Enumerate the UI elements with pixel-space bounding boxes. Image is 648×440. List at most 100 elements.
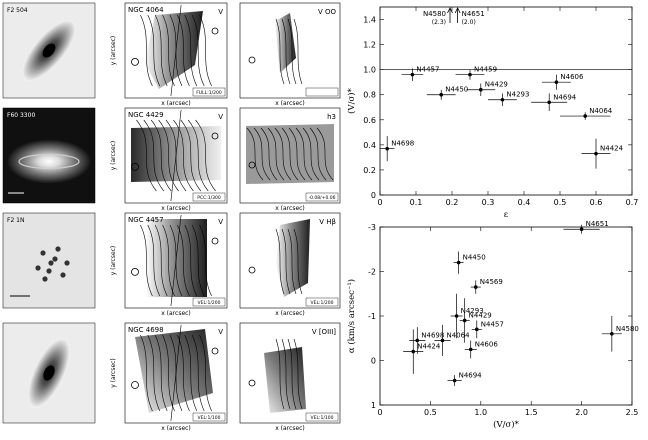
x-tick-label: 0.7 bbox=[626, 198, 639, 207]
data-point-n4293: N4293 bbox=[450, 293, 484, 339]
contour-line bbox=[281, 228, 291, 295]
axis-x-label: x (arcsec) bbox=[161, 100, 191, 107]
contour-line bbox=[293, 228, 303, 295]
contour-line bbox=[288, 127, 306, 181]
contour-line bbox=[191, 14, 205, 87]
galaxy-image bbox=[2, 322, 96, 424]
contour-line bbox=[316, 127, 334, 181]
image-note: F60 3300 bbox=[7, 112, 35, 119]
x-tick-label: 0.2 bbox=[446, 198, 459, 207]
scale-label: VEL:1/200 bbox=[198, 300, 221, 306]
scale-box bbox=[192, 297, 226, 307]
galaxy-dust-lane bbox=[18, 153, 80, 170]
galaxy-image: F2 504 bbox=[2, 2, 96, 99]
data-marker bbox=[468, 347, 473, 352]
contour-line bbox=[293, 18, 303, 85]
star-forming-knot bbox=[48, 260, 54, 266]
y-tick-label: -2 bbox=[368, 268, 376, 277]
contour-line bbox=[275, 338, 285, 410]
scale-box bbox=[305, 297, 339, 307]
y-tick-label: -3 bbox=[368, 223, 376, 232]
marker-circle bbox=[248, 266, 256, 274]
contour-line bbox=[177, 224, 190, 297]
data-marker bbox=[385, 146, 390, 151]
data-point-n4450: N4450 bbox=[453, 251, 486, 274]
limit-note: (2.3) bbox=[432, 19, 446, 26]
velocity-map-panel: NGC 4698 V VEL:1/100 y (arcsec) x (arcsec) bbox=[110, 322, 228, 432]
data-marker bbox=[579, 227, 584, 232]
contour-line bbox=[162, 334, 175, 412]
limit-label: N4651 bbox=[462, 10, 485, 18]
y-tick-label: 0.4 bbox=[363, 141, 376, 150]
marker-circle bbox=[248, 379, 256, 387]
contour-line bbox=[302, 127, 320, 181]
moment-label: V Hβ bbox=[319, 218, 336, 226]
x-tick-label: 0 bbox=[377, 408, 382, 417]
marker-circle bbox=[211, 132, 219, 140]
scale-label: -0.08/+0.06 bbox=[309, 195, 336, 201]
slit-line bbox=[170, 4, 182, 97]
velocity-map-panel: NGC 4064 V FULL:1/200 y (arcsec) x (arcsec) bbox=[110, 2, 228, 107]
data-marker bbox=[440, 338, 445, 343]
point-label: N4698 bbox=[391, 140, 414, 148]
limit-arrow-head bbox=[447, 7, 453, 14]
y-tick-label: 0.8 bbox=[363, 91, 376, 100]
data-point-n4698: N4698 bbox=[409, 327, 444, 354]
scale-label: VEL:1/100 bbox=[198, 415, 221, 421]
galaxy-name-label: NGC 4698 bbox=[128, 326, 164, 334]
y-tick-label: -1 bbox=[368, 312, 376, 321]
data-marker bbox=[468, 72, 472, 77]
data-point-n4450: N4450 bbox=[426, 86, 468, 100]
contour-line bbox=[281, 338, 291, 410]
axis-x-label: x (arcsec) bbox=[275, 100, 305, 107]
upper-limit-n4651: N4651(2.0) bbox=[454, 7, 485, 26]
contour-line bbox=[191, 224, 205, 297]
contour-line bbox=[199, 334, 212, 412]
contour-line bbox=[154, 14, 168, 87]
galaxy-image: F60 3300 bbox=[2, 107, 96, 204]
point-label: N4694 bbox=[459, 372, 483, 380]
contour-line bbox=[275, 228, 285, 295]
marker-circle bbox=[211, 347, 219, 355]
contour-line bbox=[287, 18, 297, 85]
contour-line bbox=[253, 127, 271, 181]
scale-box bbox=[192, 87, 226, 97]
data-marker bbox=[583, 114, 587, 118]
point-label: N4698 bbox=[421, 331, 444, 339]
secondary-map-panel: V OO x (arcsec) bbox=[239, 2, 341, 107]
scale-box bbox=[192, 192, 226, 202]
point-label: N4651 bbox=[586, 220, 609, 228]
plot-frame bbox=[379, 226, 633, 406]
contour-line bbox=[147, 224, 161, 297]
contour-line bbox=[246, 127, 264, 181]
contour-line bbox=[143, 119, 165, 192]
contour-line bbox=[309, 127, 327, 181]
contour-line bbox=[173, 119, 194, 192]
marker-circle bbox=[211, 27, 219, 35]
contour-line bbox=[267, 127, 285, 181]
moment-field bbox=[264, 347, 306, 413]
contour-line bbox=[162, 14, 175, 87]
moment-label: V bbox=[218, 8, 223, 16]
y-tick-label: 0.6 bbox=[363, 116, 376, 125]
point-label: N4569 bbox=[480, 278, 503, 286]
data-point-n4064: N4064 bbox=[434, 324, 470, 357]
x-axis-label: ε bbox=[504, 210, 509, 220]
data-marker bbox=[594, 151, 598, 156]
data-point-n4694: N4694 bbox=[447, 372, 483, 386]
contour-line bbox=[140, 224, 153, 297]
contour-line bbox=[287, 228, 297, 295]
data-point-n4580: N4580 bbox=[601, 316, 639, 352]
axis-y-label: y (arcsec) bbox=[110, 246, 117, 276]
contour-line bbox=[260, 127, 278, 181]
galaxy-row: F2 504 NGC 4064 V FULL:1/200 y (arcsec) x (ar… bbox=[2, 2, 341, 107]
point-label: N4450 bbox=[445, 86, 468, 94]
secondary-map-panel: V Hβ VEL:1/200 x (arcsec) bbox=[239, 212, 341, 317]
data-point-n4457: N4457 bbox=[471, 320, 504, 339]
star-forming-knot bbox=[40, 250, 46, 256]
point-label: N4424 bbox=[600, 145, 624, 153]
marker-circle bbox=[131, 58, 139, 66]
scale-box bbox=[305, 412, 339, 422]
point-label: N4606 bbox=[475, 340, 499, 348]
data-marker bbox=[456, 260, 461, 265]
